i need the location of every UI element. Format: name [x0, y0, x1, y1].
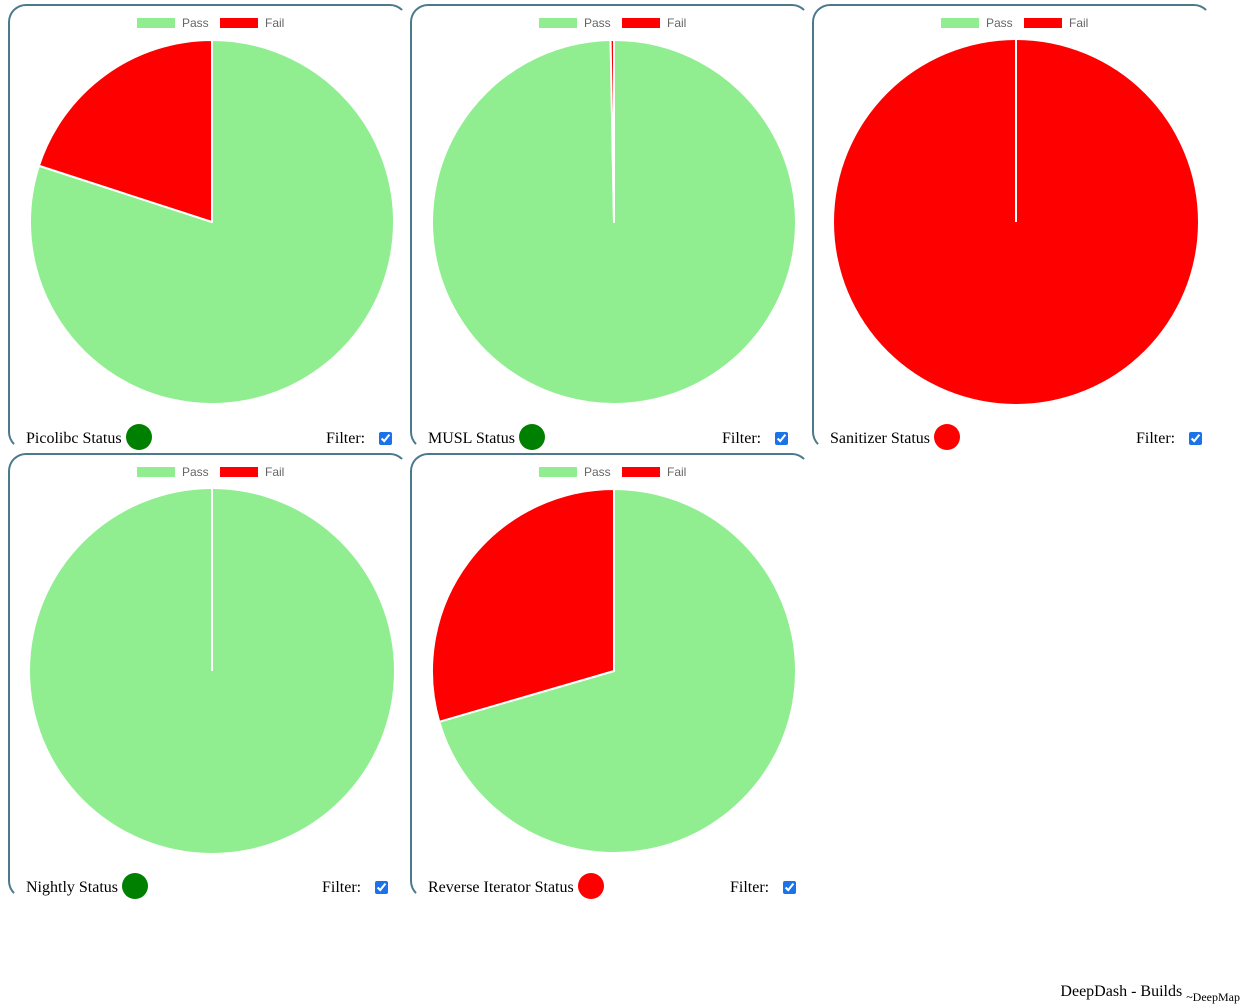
filter-row: Filter: [722, 424, 789, 454]
filter-row: Filter: [326, 424, 393, 454]
filter-checkbox[interactable] [775, 431, 789, 445]
status-label: Reverse Iterator Status [428, 879, 574, 896]
filter-checkbox[interactable] [375, 880, 389, 894]
status-indicator [577, 873, 604, 899]
legend-label-pass[interactable]: Pass [584, 465, 611, 479]
legend-swatch-fail[interactable] [220, 467, 258, 477]
filter-label: Filter: [326, 430, 366, 447]
filter-checkbox[interactable] [379, 431, 393, 445]
panel-musl: Pass Fail MUSL Status Filter: [410, 4, 810, 450]
legend-label-pass[interactable]: Pass [182, 465, 209, 479]
panel-reverse-iterator: Pass Fail Reverse Iterator Status Filter: [410, 453, 810, 899]
panel-nightly: Pass Fail Nightly Status Filter: [8, 453, 408, 899]
pie-slice-fail[interactable] [37, 39, 213, 223]
pie-chart-reverse-iterator: Pass Fail [431, 465, 797, 854]
filter-label: Filter: [730, 879, 770, 896]
legend-swatch-pass[interactable] [137, 18, 175, 28]
footer-subtitle: ~DeepMap [1186, 990, 1240, 1004]
pie-slice-pass[interactable] [29, 39, 395, 405]
legend-label-fail[interactable]: Fail [265, 465, 284, 479]
panel-sanitizer: Pass Fail Sanitizer Status Filter: [812, 4, 1212, 450]
footer-title: DeepDash - Builds [1060, 983, 1183, 1000]
legend-swatch-pass[interactable] [539, 18, 577, 28]
pie-chart-sanitizer: Pass Fail [834, 16, 1198, 404]
filter-label: Filter: [322, 879, 362, 896]
legend-swatch-fail[interactable] [622, 18, 660, 28]
pie-slice-fail[interactable] [609, 39, 615, 223]
legend-swatch-fail[interactable] [1024, 18, 1062, 28]
legend-swatch-pass[interactable] [137, 467, 175, 477]
status-row: Reverse Iterator Status [428, 873, 604, 903]
legend-label-pass[interactable]: Pass [584, 16, 611, 30]
status-label: Picolibc Status [26, 430, 122, 447]
pie-chart-picolibc: Pass Fail [29, 16, 395, 405]
status-row: Picolibc Status [26, 424, 152, 454]
status-row: Sanitizer Status [830, 424, 960, 454]
pie-chart-musl: Pass Fail [431, 16, 797, 405]
footer: DeepDash - Builds ~DeepMap [1060, 983, 1240, 1004]
filter-row: Filter: [1136, 424, 1203, 454]
status-row: MUSL Status [428, 424, 545, 454]
legend-label-fail[interactable]: Fail [667, 465, 686, 479]
legend: Pass Fail [539, 16, 686, 30]
status-label: Sanitizer Status [830, 430, 930, 447]
status-indicator [122, 873, 149, 899]
filter-label: Filter: [722, 430, 762, 447]
status-label: MUSL Status [428, 430, 515, 447]
pie-slice-pass[interactable] [438, 488, 797, 854]
legend: Pass Fail [137, 465, 284, 479]
legend-swatch-pass[interactable] [539, 467, 577, 477]
filter-label: Filter: [1136, 430, 1176, 447]
status-indicator [125, 424, 152, 450]
legend-swatch-pass[interactable] [941, 18, 979, 28]
legend-label-fail[interactable]: Fail [667, 16, 686, 30]
legend-swatch-fail[interactable] [220, 18, 258, 28]
legend-label-fail[interactable]: Fail [1069, 16, 1088, 30]
legend-label-pass[interactable]: Pass [182, 16, 209, 30]
status-indicator [518, 424, 545, 450]
status-label: Nightly Status [26, 879, 119, 896]
filter-row: Filter: [730, 873, 797, 903]
pie-chart-nightly: Pass Fail [30, 465, 394, 853]
legend-label-pass[interactable]: Pass [986, 16, 1013, 30]
panel-picolibc: Pass Fail Picolibc Status Filter: [8, 4, 408, 450]
legend-label-fail[interactable]: Fail [265, 16, 284, 30]
legend: Pass Fail [941, 16, 1088, 30]
status-row: Nightly Status [26, 873, 149, 903]
legend: Pass Fail [539, 465, 686, 479]
pie-slice-fail[interactable] [431, 488, 615, 723]
status-indicator [933, 424, 960, 450]
legend: Pass Fail [137, 16, 284, 30]
filter-row: Filter: [322, 873, 389, 903]
filter-checkbox[interactable] [783, 880, 797, 894]
legend-swatch-fail[interactable] [622, 467, 660, 477]
filter-checkbox[interactable] [1189, 431, 1203, 445]
